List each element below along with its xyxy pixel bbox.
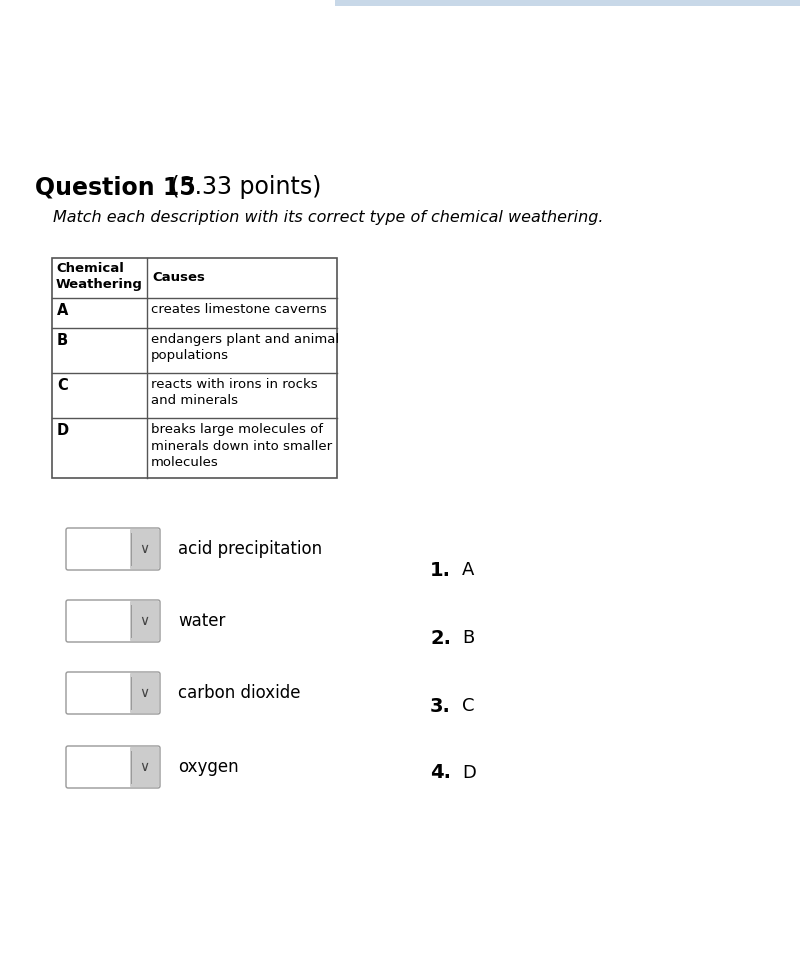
Text: reacts with irons in rocks
and minerals: reacts with irons in rocks and minerals — [151, 378, 318, 407]
FancyBboxPatch shape — [130, 601, 159, 641]
FancyBboxPatch shape — [130, 747, 159, 787]
Text: creates limestone caverns: creates limestone caverns — [151, 303, 326, 316]
Text: 4.: 4. — [430, 764, 451, 783]
Text: ∨: ∨ — [139, 760, 150, 774]
Text: D: D — [462, 764, 476, 782]
FancyBboxPatch shape — [66, 600, 160, 642]
Text: B: B — [57, 333, 68, 348]
Text: water: water — [178, 612, 226, 630]
Text: C: C — [57, 378, 68, 393]
Text: A: A — [57, 303, 68, 318]
Text: breaks large molecules of
minerals down into smaller
molecules: breaks large molecules of minerals down … — [151, 423, 332, 469]
Text: Match each description with its correct type of chemical weathering.: Match each description with its correct … — [53, 210, 603, 225]
FancyBboxPatch shape — [66, 746, 160, 788]
Text: 1.: 1. — [430, 560, 451, 579]
FancyBboxPatch shape — [66, 528, 160, 570]
Text: 3.: 3. — [430, 697, 451, 715]
Text: C: C — [462, 697, 474, 715]
Text: ∨: ∨ — [139, 542, 150, 556]
Text: Causes: Causes — [152, 271, 205, 284]
FancyBboxPatch shape — [66, 672, 160, 714]
Text: endangers plant and animal
populations: endangers plant and animal populations — [151, 333, 339, 362]
Text: acid precipitation: acid precipitation — [178, 540, 322, 558]
Text: Question 15: Question 15 — [35, 175, 196, 199]
Text: ∨: ∨ — [139, 686, 150, 700]
Text: D: D — [57, 423, 69, 438]
Text: carbon dioxide: carbon dioxide — [178, 684, 301, 702]
Text: ∨: ∨ — [139, 614, 150, 628]
Bar — [52, 258, 337, 478]
FancyBboxPatch shape — [130, 529, 159, 569]
Bar — [335, 0, 800, 6]
Text: B: B — [462, 629, 474, 647]
Text: (3.33 points): (3.33 points) — [163, 175, 322, 199]
FancyBboxPatch shape — [130, 673, 159, 713]
Text: Chemical
Weathering: Chemical Weathering — [56, 262, 143, 291]
Text: A: A — [462, 561, 474, 579]
Text: oxygen: oxygen — [178, 758, 238, 776]
Text: 2.: 2. — [430, 628, 451, 647]
